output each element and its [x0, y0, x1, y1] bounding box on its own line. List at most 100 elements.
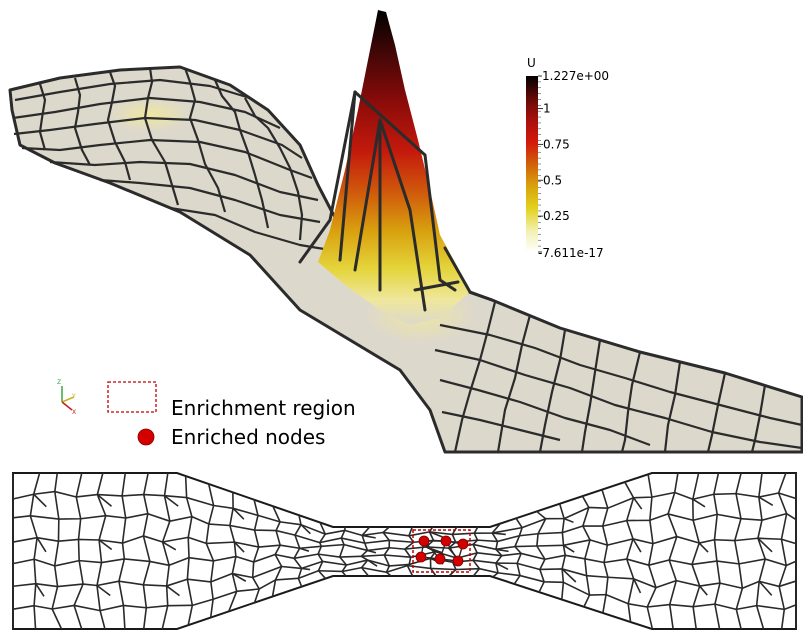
mesh-2d-element-edge: [561, 568, 577, 583]
mesh-2d-element-edge: [757, 537, 773, 553]
mesh-2d-element-edge: [495, 562, 509, 571]
mesh-2d-element-edge: [12, 550, 797, 567]
colorbar: U 1.227e+00 1 0.75 0.5 0.25 -7.611e-17: [526, 56, 609, 260]
enriched-node: [457, 538, 469, 550]
legend-region-symbol: [107, 381, 157, 413]
mesh-2d-element-edge: [301, 567, 311, 571]
mesh-2d-element-edge: [12, 490, 797, 537]
mesh-2d-element-edge: [184, 475, 194, 626]
mesh-2d-element-edge: [495, 548, 509, 553]
enriched-node: [415, 551, 427, 563]
mesh-2d-element-edge: [632, 578, 642, 594]
mesh-2d-element-edge: [755, 472, 766, 630]
mesh-2d-element-edge: [251, 499, 261, 603]
mesh-2d-element-edge: [96, 472, 107, 630]
colorbar-gradient: [526, 76, 538, 252]
mesh-2d-element-edge: [12, 535, 797, 552]
mesh-surface-3d: [8, 65, 803, 454]
mesh-2d-element-edge: [632, 538, 642, 553]
y-axis-line: [61, 396, 75, 403]
legend-enriched-nodes-label: Enriched nodes: [171, 425, 325, 449]
colorbar-min-label: -7.611e-17: [538, 246, 604, 260]
mesh-2d-element-edge: [205, 483, 215, 618]
mesh-2d-element-edge: [12, 564, 797, 612]
mesh-2d-element-edge: [367, 559, 378, 567]
enriched-node: [452, 555, 464, 567]
mesh-2d-element-edge: [162, 541, 177, 551]
mesh-2d-element-edge: [563, 517, 574, 524]
colorbar-tick-label: 1: [543, 102, 551, 116]
mesh-2d-element-edge: [699, 585, 708, 596]
mesh-2d-element-edge: [118, 472, 127, 630]
mesh-2d-element-edge: [361, 534, 376, 539]
mesh-2d-element-edge: [429, 531, 443, 538]
mesh-2d-element-edge: [300, 524, 311, 535]
mesh-2d-element-edge: [513, 517, 523, 585]
mesh-2d-element-edge: [367, 549, 377, 554]
mesh-2d-element-edge: [536, 510, 547, 593]
mesh-2d-element-edge: [317, 522, 327, 580]
axes-triad: Z Y X: [57, 379, 76, 416]
legend: Enrichment region Enriched nodes: [107, 381, 356, 449]
mesh-2d-element-edge: [624, 481, 635, 623]
mesh-2d-element-edge: [51, 472, 63, 630]
mesh-2d-element-edge: [96, 584, 111, 597]
mesh-2d-element-edge: [492, 532, 506, 536]
mesh-2d-element-edge: [36, 537, 47, 553]
colorbar-variable-label: U: [527, 56, 536, 70]
enrichment-region-box: [412, 529, 471, 573]
mesh-2d: [12, 472, 797, 630]
enriched-node: [434, 553, 446, 565]
mesh-2d-element-edge: [491, 523, 503, 578]
mesh-2d-element-edge: [581, 495, 591, 608]
mesh-2d-element-edge: [667, 472, 679, 630]
mesh-2d-element-edge: [558, 503, 567, 600]
mesh-2d-element-edge: [733, 472, 744, 630]
mesh-2d-element-edge: [698, 542, 709, 553]
mesh-2d-element-edge: [338, 526, 348, 577]
mesh-2d-element-edge: [632, 497, 643, 510]
colorbar-tick-label: 0.5: [543, 173, 562, 187]
mesh-2d-element-edge: [758, 580, 773, 596]
y-axis-label: Y: [71, 393, 76, 400]
mesh-2d-element-edge: [713, 472, 721, 630]
colorbar-tick-label: 0.75: [543, 137, 570, 151]
mesh-2d-element-edge: [425, 546, 442, 554]
mesh-2d-element-edge: [601, 489, 609, 614]
mesh-2d-element-edge: [35, 583, 45, 597]
legend-enrichment-region-label: Enrichment region: [171, 396, 356, 420]
mesh-2d-element-edge: [73, 472, 84, 630]
mesh-2d-element-edge: [299, 547, 310, 552]
mesh-2d-element-edge: [227, 492, 238, 612]
mesh-2d-element-edge: [232, 507, 245, 520]
solution-peak: [298, 10, 494, 325]
mesh-2d-element-edge: [161, 472, 171, 630]
mesh-2d-element-edge: [692, 498, 706, 508]
mesh-2d-element-edge: [231, 572, 247, 582]
mesh-2d-element-edge: [382, 526, 392, 577]
mesh-2d-element-edge: [142, 472, 151, 630]
colorbar-max-label: 1.227e+00: [542, 69, 609, 83]
x-axis-label: X: [72, 409, 76, 416]
mesh-2d-element-edge: [360, 526, 371, 577]
mesh-2d-element-edge: [96, 493, 113, 507]
enriched-node: [440, 535, 452, 547]
mesh-2d-element-edge: [691, 472, 701, 630]
mesh-2d-element-edge: [166, 585, 180, 597]
mesh-2d-element-edge: [98, 539, 113, 551]
colorbar-tick-label: 0.25: [543, 209, 570, 223]
mesh-2d-element-edge: [233, 541, 245, 553]
legend-node-symbol: [137, 428, 155, 446]
mesh-2d-element-edge: [271, 505, 283, 597]
mesh-2d-element-edge: [777, 472, 788, 630]
mesh-2d-element-edge: [164, 495, 179, 507]
mesh-2d-element-edge: [472, 526, 481, 577]
surface-plot-3d: [8, 10, 803, 454]
mesh-2d-element-edge: [293, 515, 303, 587]
mesh-2d-element-edge: [33, 493, 47, 508]
x-axis-line: [61, 401, 73, 411]
enriched-nodes: [415, 535, 469, 567]
mesh-2d-element-edge: [758, 496, 774, 507]
yellow-highlight-left: [108, 98, 192, 132]
